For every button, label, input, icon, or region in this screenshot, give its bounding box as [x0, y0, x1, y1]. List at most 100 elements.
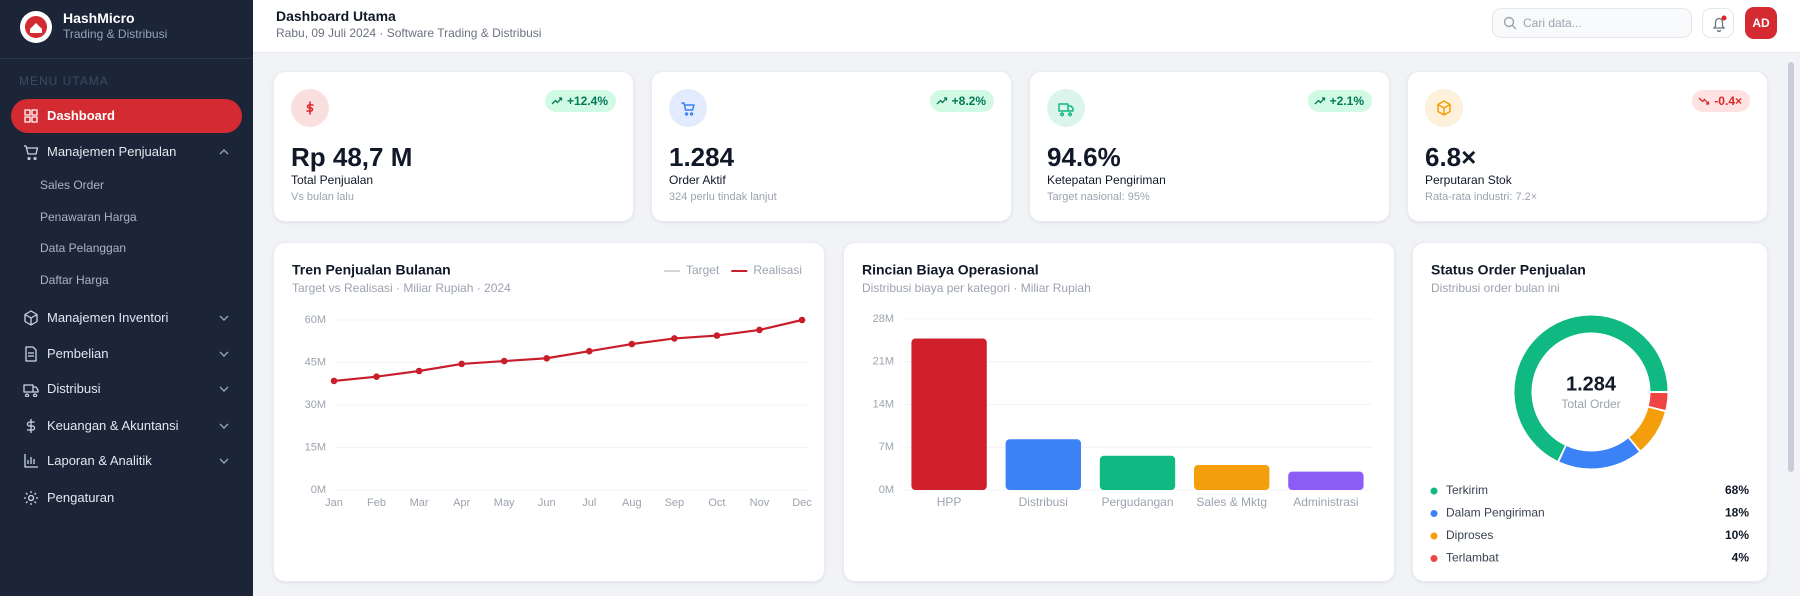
chevron	[219, 386, 229, 392]
menu-item[interactable]: Keuangan & Akuntansi	[47, 418, 179, 433]
x-tick-label: Mar	[410, 497, 429, 509]
kpi-label: Ketepatan Pengiriman	[1047, 173, 1166, 187]
submenu-item[interactable]: Penawaran Harga	[40, 210, 137, 224]
series-point	[543, 354, 551, 362]
menu-icon	[24, 454, 38, 468]
icon-shape	[24, 454, 38, 468]
trend-arrow	[1698, 97, 1710, 105]
chevron-shape	[219, 423, 229, 429]
chart-subtitle: Target vs Realisasi · Miliar Rupiah · 20…	[292, 281, 511, 295]
scrollbar	[1788, 62, 1794, 472]
menu-icon	[26, 419, 36, 433]
submenu-item[interactable]: Sales Order	[40, 178, 105, 192]
y-tick-label: 30M	[305, 399, 326, 411]
menu-icon	[24, 109, 38, 123]
kpi-value: 94.6%	[1047, 142, 1121, 172]
y-tick-label: 0M	[879, 484, 894, 496]
trend-arrow	[551, 97, 563, 105]
submenu-item[interactable]: Data Pelanggan	[40, 241, 127, 255]
bell-icon	[1712, 15, 1727, 33]
trend-value: +12.4%	[566, 94, 608, 108]
kpi-icon	[1425, 89, 1463, 127]
x-tick-label: Distribusi	[1019, 495, 1068, 509]
chevron	[219, 351, 229, 357]
series-point	[756, 326, 763, 334]
kpi-card: +12.4% Rp 48,7 M Total Penjualan Vs bulan l…	[273, 71, 634, 222]
legend-value: 4%	[1732, 551, 1750, 565]
trend-value: -0.4×	[1714, 94, 1742, 108]
chart: Status Order Penjualan Distribusi order b…	[1430, 262, 1750, 565]
series-point	[330, 377, 338, 385]
icon-shape	[24, 109, 38, 123]
series-point	[628, 340, 636, 348]
series-point	[671, 335, 678, 342]
legend-label: Target	[686, 263, 720, 277]
kpi-label: Perputaran Stok	[1425, 173, 1512, 187]
icon-shape	[25, 346, 37, 362]
icon-shape	[681, 102, 695, 116]
series-point	[713, 332, 721, 339]
arrow-shape	[1314, 97, 1325, 105]
chevron	[219, 458, 229, 464]
chevron	[219, 423, 229, 429]
kpi-value: Rp 48,7 M	[291, 142, 413, 172]
menu-icon	[25, 346, 37, 362]
menu-item[interactable]: Pembelian	[47, 346, 109, 361]
donut-segment	[1648, 392, 1668, 410]
y-tick-label: 15M	[305, 441, 326, 453]
notification-button[interactable]	[1702, 8, 1734, 38]
chevron	[219, 149, 229, 155]
chevron	[219, 315, 229, 321]
x-tick-label: Jan	[325, 497, 343, 509]
arrow-shape	[551, 97, 563, 105]
icon-shape	[24, 310, 38, 326]
y-tick-label: 7M	[879, 441, 894, 453]
icon-shape	[1437, 100, 1451, 116]
kpi-value: 6.8×	[1425, 142, 1477, 172]
menu-item[interactable]: Laporan & Analitik	[47, 453, 152, 468]
menu-item[interactable]: Pengaturan	[47, 490, 115, 505]
series-point	[798, 316, 806, 324]
kpi-label: Order Aktif	[669, 173, 726, 187]
trend-arrow	[1314, 97, 1325, 105]
menu-item[interactable]: Manajemen Penjualan	[47, 144, 177, 159]
search-box[interactable]: Cari data...	[1492, 8, 1692, 38]
sidebar: HashMicro Trading & Distribusi MENU UTAM…	[0, 0, 253, 596]
search-placeholder: Cari data...	[1523, 16, 1582, 30]
chart-card: Rincian Biaya Operasional Distribusi biay…	[843, 242, 1395, 582]
logo	[20, 11, 52, 43]
series-point	[415, 367, 423, 375]
chart-title: Rincian Biaya Operasional	[862, 262, 1039, 278]
y-tick-label: 0M	[311, 484, 326, 496]
x-tick-label: HPP	[937, 495, 962, 509]
icon-glyph	[681, 102, 695, 116]
menu-icon	[23, 384, 39, 397]
trend-value: +2.1%	[1329, 94, 1364, 108]
chevron-shape	[219, 351, 229, 357]
x-tick-label: Dec	[792, 497, 812, 509]
menu-item[interactable]: Dashboard	[47, 108, 115, 123]
icon-shape	[306, 101, 314, 115]
search-icon	[1503, 16, 1517, 30]
brand: HashMicro	[63, 10, 135, 26]
legend-dot	[1430, 532, 1438, 540]
kpi-icon	[669, 89, 707, 127]
chart-subtitle: Distribusi biaya per kategori · Miliar R…	[862, 281, 1091, 295]
submenu-item[interactable]: Daftar Harga	[40, 273, 109, 287]
legend-value: 68%	[1725, 483, 1749, 497]
kpi-icon	[291, 89, 329, 127]
legend-label: Terkirim	[1446, 483, 1488, 497]
chart: Tren Penjualan Bulanan Target vs Realisas…	[292, 262, 812, 509]
x-tick-label: Jun	[538, 497, 556, 509]
kpi-label: Total Penjualan	[291, 173, 374, 187]
x-tick-label: Pergudangan	[1101, 495, 1173, 509]
series-point	[458, 360, 465, 368]
kpi-note: 324 perlu tindak lanjut	[669, 191, 777, 203]
menu-item[interactable]: Distribusi	[47, 381, 101, 396]
menu-icon	[24, 145, 39, 160]
page-subtitle: Rabu, 09 Juli 2024 · Software Trading & …	[276, 26, 542, 40]
icon-shape	[1058, 103, 1074, 117]
menu-item[interactable]: Manajemen Inventori	[47, 310, 169, 325]
donut-segment	[1629, 407, 1665, 451]
avatar[interactable]: AD	[1745, 7, 1777, 39]
